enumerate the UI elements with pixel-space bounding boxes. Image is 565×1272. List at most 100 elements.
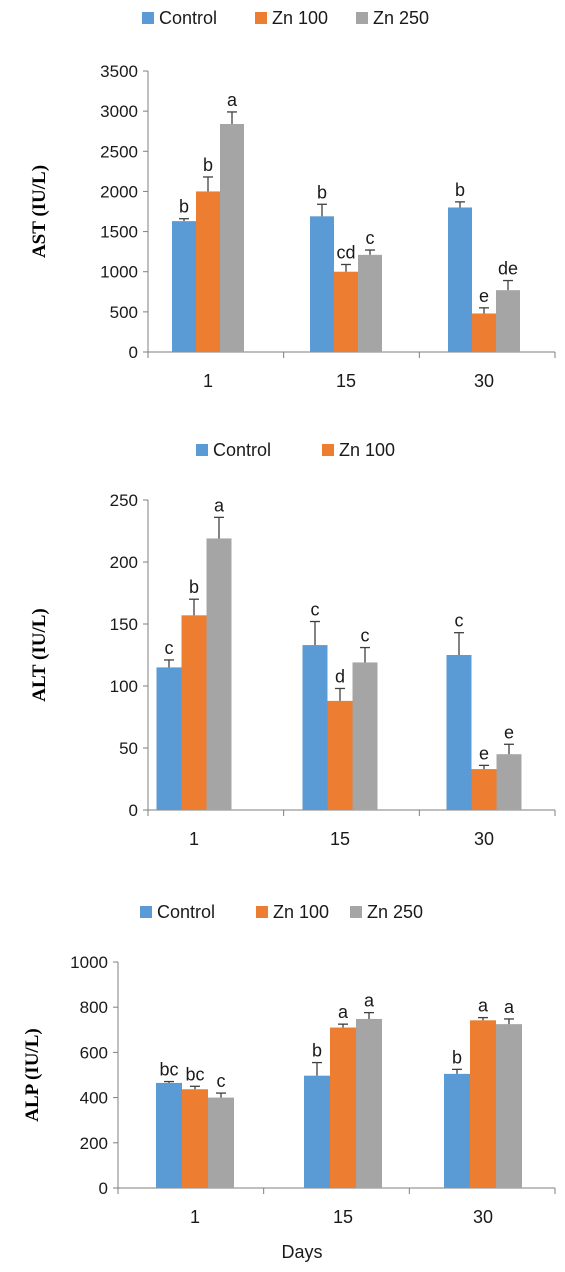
bar bbox=[356, 1018, 382, 1188]
significance-label: e bbox=[504, 722, 514, 742]
y-tick-label: 2500 bbox=[100, 142, 138, 161]
legend-label: Control bbox=[213, 440, 271, 460]
legend-swatch bbox=[142, 12, 154, 24]
legend-label: Zn 250 bbox=[373, 8, 429, 28]
significance-label: b bbox=[312, 1041, 322, 1061]
significance-label: b bbox=[189, 577, 199, 597]
legend-label: Zn 250 bbox=[367, 902, 423, 922]
x-tick-label: 1 bbox=[189, 829, 199, 849]
legend-swatch bbox=[140, 906, 152, 918]
y-tick-label: 1000 bbox=[70, 953, 108, 972]
bar bbox=[444, 1073, 470, 1188]
y-tick-label: 2000 bbox=[100, 182, 138, 201]
significance-label: e bbox=[479, 286, 489, 306]
significance-label: b bbox=[203, 155, 213, 175]
bar bbox=[470, 1020, 496, 1188]
bar bbox=[196, 191, 220, 352]
alt-chart: Control Zn 100 0 50 100 150 200 250 1 15 30 c c c b d e a… bbox=[29, 440, 556, 849]
x-axis-label: Days bbox=[281, 1242, 322, 1262]
significance-label: d bbox=[335, 666, 345, 686]
bar bbox=[156, 667, 182, 810]
bar bbox=[220, 123, 244, 352]
x-tick-label: 15 bbox=[330, 829, 350, 849]
bar bbox=[302, 645, 328, 810]
legend-swatch bbox=[256, 906, 268, 918]
y-tick-label: 600 bbox=[80, 1043, 108, 1062]
y-tick-label: 3000 bbox=[100, 102, 138, 121]
bar bbox=[172, 221, 196, 352]
y-tick-label: 150 bbox=[110, 615, 138, 634]
bar bbox=[358, 254, 382, 352]
bar bbox=[334, 271, 358, 352]
significance-label: b bbox=[179, 197, 189, 217]
significance-label: c bbox=[366, 228, 375, 248]
significance-label: a bbox=[478, 996, 489, 1016]
x-tick-label: 30 bbox=[474, 829, 494, 849]
legend-swatch bbox=[356, 12, 368, 24]
y-tick-label: 1500 bbox=[100, 223, 138, 242]
bar bbox=[496, 290, 520, 352]
significance-label: e bbox=[479, 743, 489, 763]
x-tick-label: 15 bbox=[333, 1207, 353, 1227]
significance-label: b bbox=[455, 180, 465, 200]
bar bbox=[208, 1097, 234, 1188]
y-tick-label: 500 bbox=[110, 303, 138, 322]
bar bbox=[310, 216, 334, 352]
legend-label: Zn 100 bbox=[339, 440, 395, 460]
bar bbox=[181, 615, 207, 810]
significance-label: cd bbox=[336, 242, 355, 262]
significance-label: b bbox=[317, 182, 327, 202]
y-tick-label: 250 bbox=[110, 491, 138, 510]
y-tick-label: 1000 bbox=[100, 263, 138, 282]
y-tick-label: 200 bbox=[80, 1134, 108, 1153]
bar bbox=[352, 662, 378, 810]
significance-label: b bbox=[452, 1047, 462, 1067]
significance-label: bc bbox=[185, 1064, 204, 1084]
y-tick-label: 0 bbox=[129, 801, 138, 820]
legend-swatch bbox=[255, 12, 267, 24]
x-tick-label: 30 bbox=[473, 1207, 493, 1227]
y-tick-label: 800 bbox=[80, 998, 108, 1017]
y-tick-label: 200 bbox=[110, 553, 138, 572]
bar bbox=[472, 313, 496, 352]
y-tick-label: 100 bbox=[110, 677, 138, 696]
legend-label: Control bbox=[157, 902, 215, 922]
y-axis-label: ALT (IU/L) bbox=[29, 608, 50, 701]
bar bbox=[471, 769, 497, 810]
legend-swatch bbox=[196, 444, 208, 456]
y-tick-label: 50 bbox=[119, 739, 138, 758]
significance-label: c bbox=[455, 611, 464, 631]
legend-label: Zn 100 bbox=[273, 902, 329, 922]
significance-label: bc bbox=[159, 1060, 178, 1080]
bar bbox=[496, 754, 522, 810]
bar bbox=[496, 1024, 522, 1188]
legend-swatch bbox=[350, 906, 362, 918]
y-tick-label: 400 bbox=[80, 1089, 108, 1108]
significance-label: de bbox=[498, 259, 518, 279]
legend-label: Zn 100 bbox=[272, 8, 328, 28]
legend-swatch bbox=[322, 444, 334, 456]
x-tick-label: 1 bbox=[190, 1207, 200, 1227]
y-tick-label: 0 bbox=[129, 343, 138, 362]
ast-chart: Control Zn 100 Zn 250 0 500 1000 1500 2000 2500 3… bbox=[29, 8, 556, 391]
y-tick-label: 0 bbox=[99, 1179, 108, 1198]
y-axis-label: ALP (IU/L) bbox=[22, 1028, 43, 1121]
significance-label: c bbox=[165, 638, 174, 658]
bar bbox=[304, 1075, 330, 1188]
alp-chart: Control Zn 100 Zn 250 0 200 400 600 800 1000 1 15 3… bbox=[22, 902, 556, 1227]
significance-label: c bbox=[311, 600, 320, 620]
bar bbox=[156, 1082, 182, 1188]
significance-label: a bbox=[227, 90, 238, 110]
significance-label: a bbox=[504, 997, 515, 1017]
bar bbox=[448, 207, 472, 352]
y-axis-label: AST (IU/L) bbox=[29, 165, 50, 258]
bar bbox=[182, 1089, 208, 1188]
legend-label: Control bbox=[159, 8, 217, 28]
significance-label: a bbox=[214, 495, 225, 515]
bar bbox=[330, 1027, 356, 1188]
y-tick-label: 3500 bbox=[100, 62, 138, 81]
x-tick-label: 1 bbox=[203, 371, 213, 391]
x-tick-label: 15 bbox=[336, 371, 356, 391]
significance-label: c bbox=[361, 626, 370, 646]
